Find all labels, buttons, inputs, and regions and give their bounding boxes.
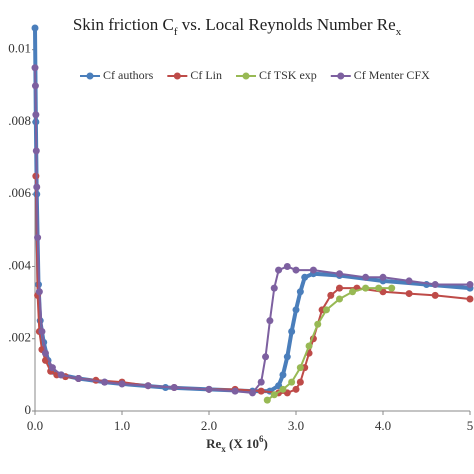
point [336, 270, 343, 278]
y-tick-label: .008 [8, 113, 31, 128]
point [301, 273, 309, 281]
point [170, 384, 178, 392]
point [279, 371, 287, 379]
legend-marker [86, 72, 94, 80]
point [296, 288, 304, 296]
text-part: x [221, 444, 226, 454]
point [257, 387, 265, 395]
point [32, 111, 40, 119]
series-line [34, 67, 470, 394]
point [41, 349, 49, 357]
point [38, 328, 46, 336]
y-tick-label: .006 [8, 185, 31, 200]
point [322, 306, 330, 314]
point [336, 284, 343, 292]
point [314, 320, 322, 328]
text-part: (X 10 [226, 436, 259, 451]
text-part: f [174, 26, 178, 38]
point [375, 284, 383, 292]
point [144, 382, 152, 390]
legend-label: Cf Lin [190, 68, 222, 82]
point [362, 284, 370, 292]
point [32, 147, 40, 155]
text-part: vs. Local Reynolds Number Re [178, 15, 396, 34]
point [292, 306, 300, 314]
point [292, 385, 300, 393]
x-tick-label: 3.0 [288, 418, 304, 433]
point [305, 342, 313, 350]
x-tick-label: 4.0 [375, 418, 391, 433]
point [309, 266, 317, 274]
y-tick-label: .002 [8, 330, 31, 345]
legend-marker [337, 72, 345, 80]
point [288, 328, 296, 336]
point [405, 277, 413, 285]
point [466, 281, 474, 289]
point [327, 291, 335, 299]
legend-label: Cf authors [103, 68, 154, 82]
x-tick-label: 5 [467, 418, 474, 433]
point [270, 391, 278, 399]
point [279, 385, 287, 393]
y-tick-label: 0 [25, 402, 32, 417]
point [249, 389, 256, 397]
series-line [33, 27, 471, 394]
x-tick-label: 0.0 [27, 418, 43, 433]
point [405, 290, 413, 298]
point [31, 24, 39, 32]
point [292, 266, 300, 274]
text-part: 6 [259, 434, 264, 444]
text-part: Re [206, 436, 221, 451]
point [263, 396, 271, 404]
x-axis-label: Rex (X 106) [206, 434, 268, 454]
legend-label: Cf TSK exp [259, 68, 317, 82]
point [296, 364, 304, 372]
y-tick-label: .004 [8, 257, 31, 272]
text-part: ) [264, 436, 268, 451]
point [57, 371, 65, 379]
point [431, 291, 439, 299]
point [33, 183, 41, 191]
legend-marker [242, 72, 250, 80]
legend-marker [173, 72, 181, 80]
x-tick-label: 2.0 [201, 418, 217, 433]
point [231, 387, 239, 395]
point [270, 284, 278, 292]
point [101, 378, 109, 386]
point [262, 353, 270, 361]
y-tick-label: 0.01 [8, 41, 31, 56]
text-part: Skin friction C [73, 15, 174, 34]
point [31, 64, 39, 72]
point [275, 266, 283, 274]
point [466, 295, 474, 303]
chart-title: Skin friction Cf vs. Local Reynolds Numb… [73, 15, 402, 38]
point [283, 262, 291, 270]
point [431, 281, 439, 289]
point [48, 364, 56, 372]
point [34, 234, 42, 242]
point [266, 317, 274, 325]
legend-label: Cf Menter CFX [354, 68, 430, 82]
point [296, 378, 304, 386]
point [35, 288, 43, 296]
series-line [266, 287, 392, 401]
text-part: x [396, 26, 402, 38]
point [362, 273, 370, 281]
point [349, 288, 357, 296]
point [388, 284, 396, 292]
point [336, 295, 343, 303]
point [257, 378, 265, 386]
point [283, 353, 291, 361]
point [379, 273, 387, 281]
point [118, 380, 126, 388]
point [31, 82, 39, 90]
point [288, 378, 296, 386]
x-tick-label: 1.0 [114, 418, 130, 433]
point [75, 374, 82, 382]
point [205, 385, 213, 393]
